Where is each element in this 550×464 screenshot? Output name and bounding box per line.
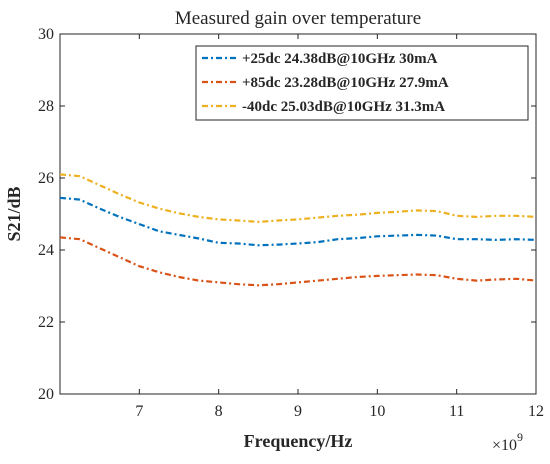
y-tick-label: 22 <box>38 314 54 331</box>
x-tick-label: 7 <box>135 403 143 420</box>
legend-label-2: +85dc 23.28dB@10GHz 27.9mA <box>242 75 449 91</box>
series-line-2 <box>59 236 537 287</box>
y-axis-label: S21/dB <box>4 186 24 241</box>
y-tick-label: 28 <box>38 98 54 115</box>
x-axis-exponent-base: ×10 <box>492 437 517 454</box>
legend: +25dc 24.38dB@10GHz 30mA +85dc 23.28dB@10… <box>195 45 529 121</box>
x-tick-label: 11 <box>449 403 464 420</box>
y-tick-label: 24 <box>38 242 54 259</box>
legend-label-3: -40dc 25.03dB@10GHz 31.3mA <box>242 99 445 115</box>
x-tick-label: 8 <box>215 403 223 420</box>
y-tick-label: 20 <box>38 386 54 403</box>
y-tick-label: 30 <box>38 26 54 43</box>
legend-entries: +25dc 24.38dB@10GHz 30mA +85dc 23.28dB@10… <box>202 51 449 115</box>
x-tick-label: 10 <box>369 403 385 420</box>
x-axis-label: Frequency/Hz <box>244 431 353 451</box>
series-line-1 <box>59 196 537 247</box>
series-layer <box>59 173 537 287</box>
y-tick-label: 26 <box>38 170 54 187</box>
ticks-layer: 7 8 9 10 11 12 20 22 24 26 28 30 <box>38 26 544 420</box>
legend-label-1: +25dc 24.38dB@10GHz 30mA <box>242 51 438 67</box>
series-line-3 <box>59 173 537 224</box>
x-tick-label: 9 <box>294 403 302 420</box>
x-axis-exponent: ×109 <box>492 430 523 454</box>
chart-title: Measured gain over temperature <box>175 8 421 29</box>
legend-box <box>195 45 529 121</box>
x-tick-label: 12 <box>528 403 544 420</box>
x-axis-exponent-power: 9 <box>517 430 523 444</box>
